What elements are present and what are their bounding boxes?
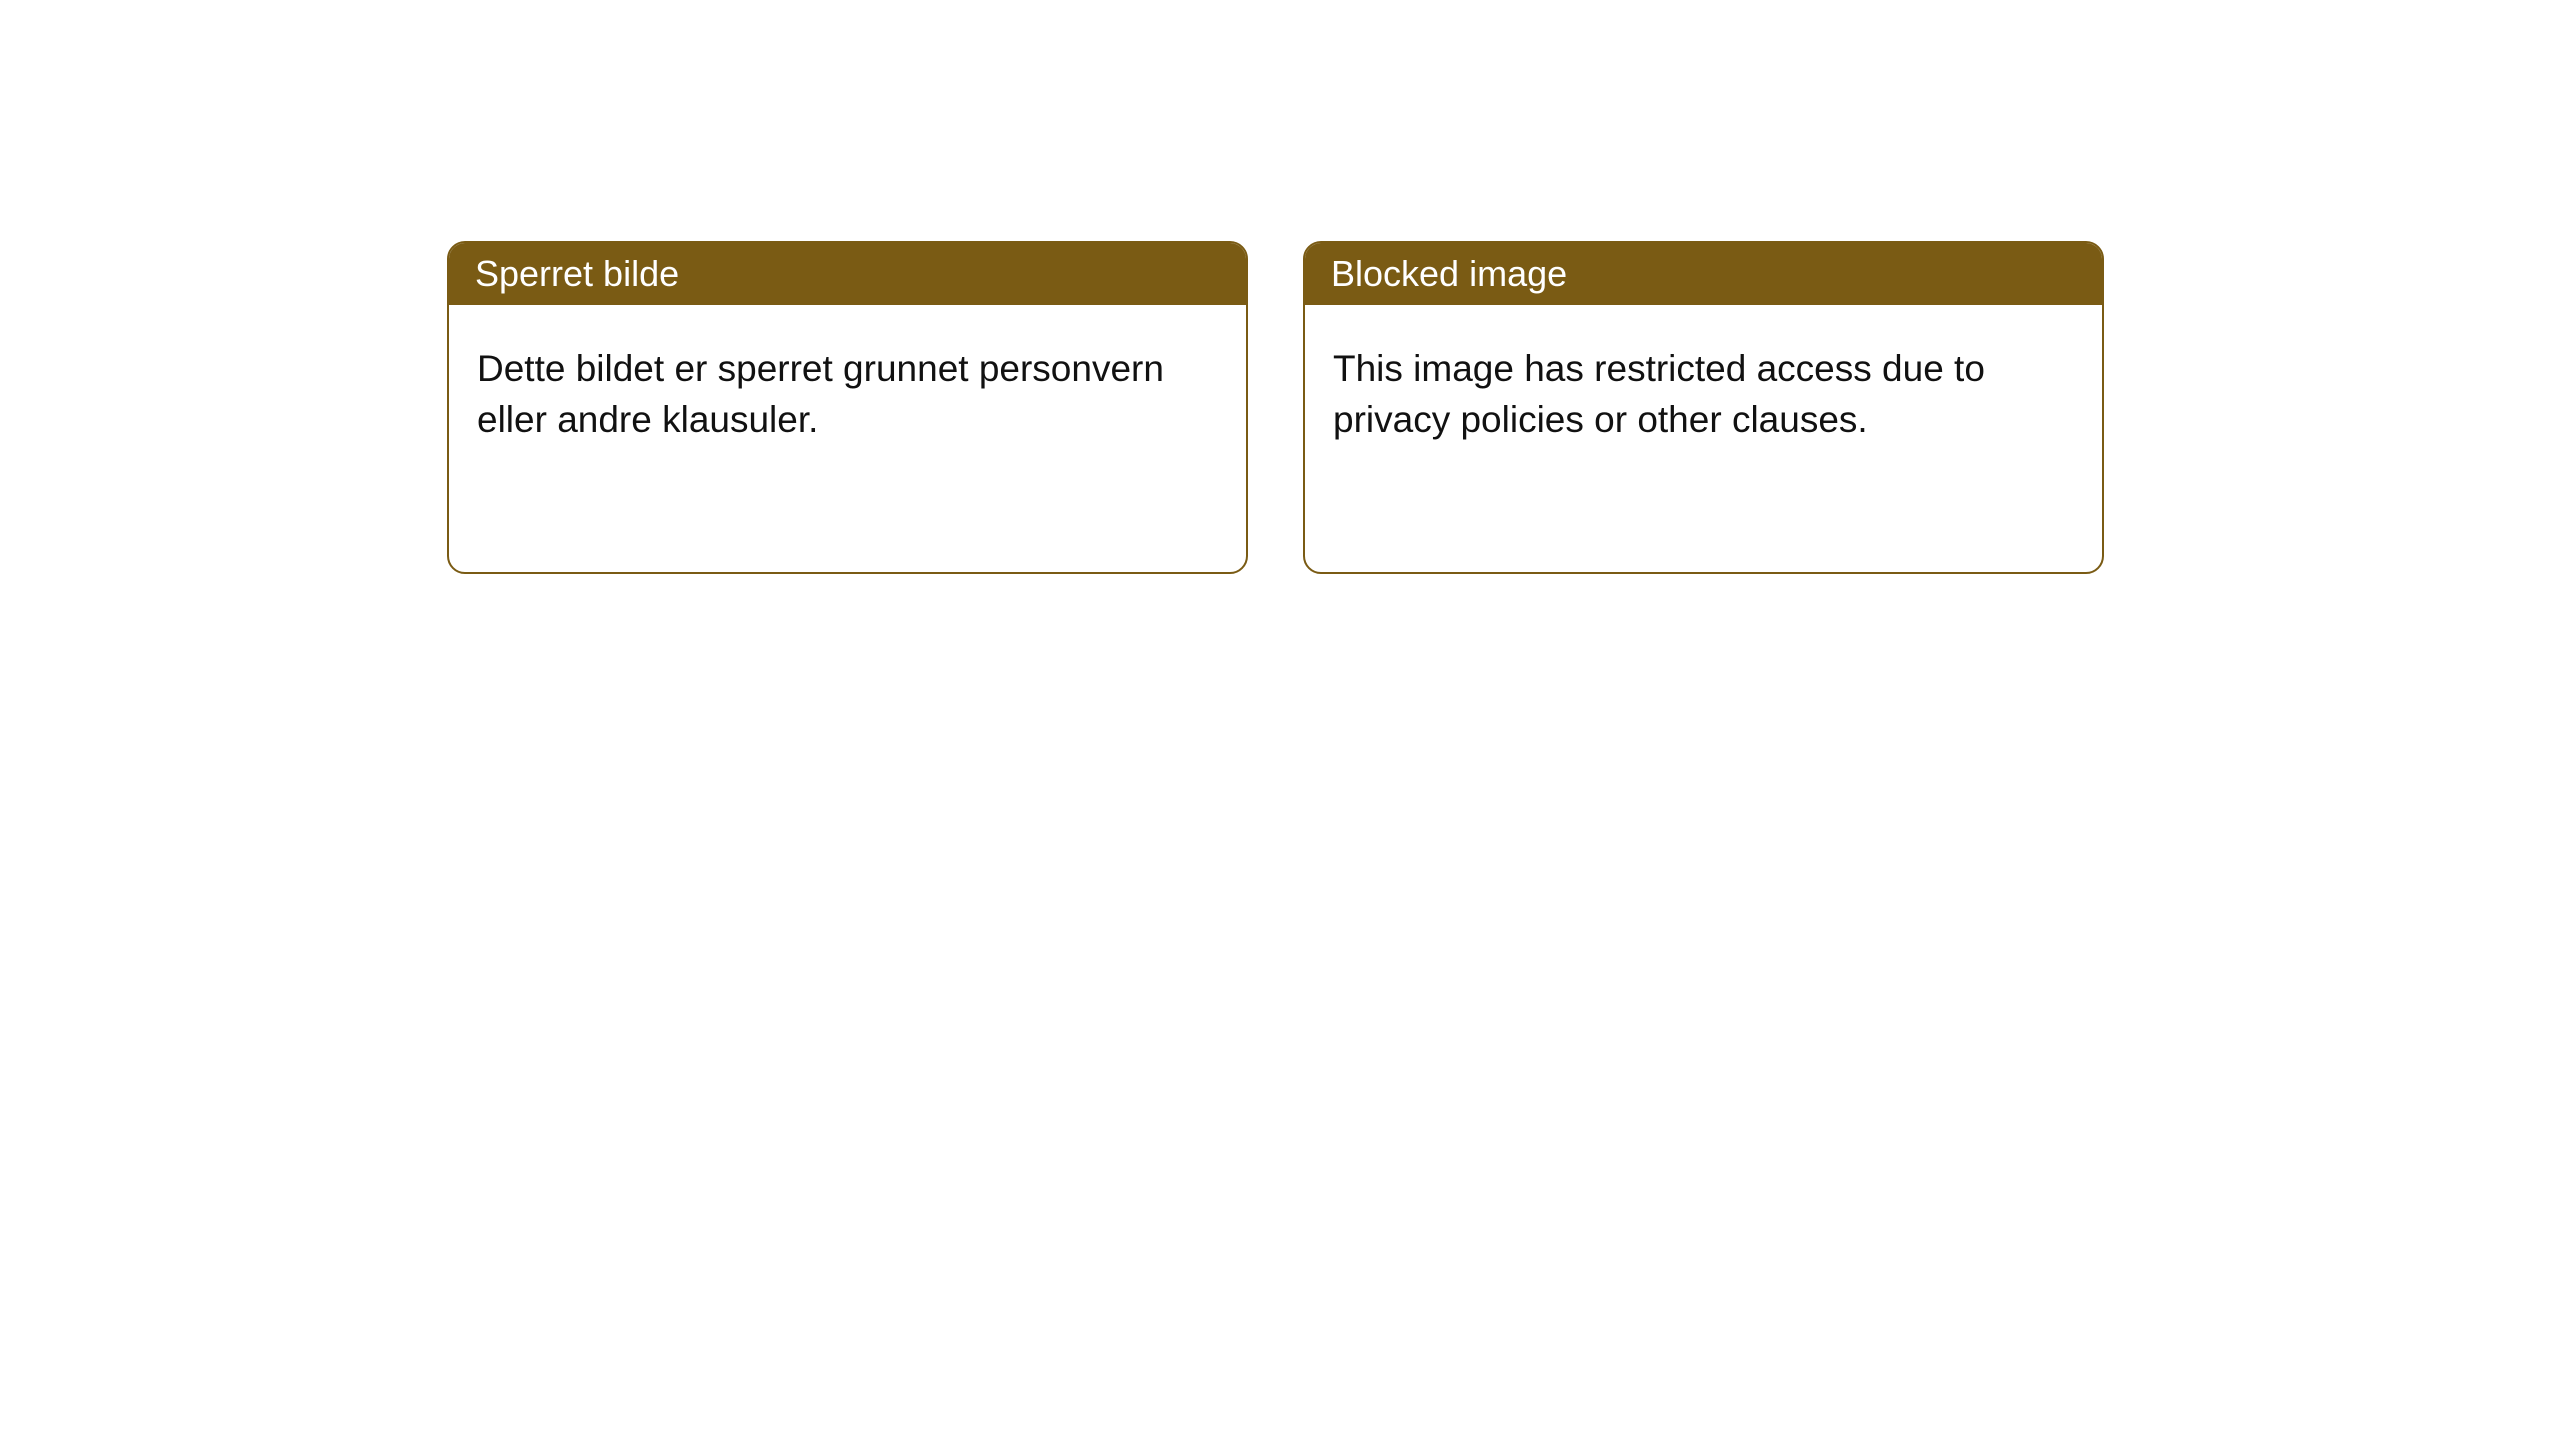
- notice-box-english: Blocked image This image has restricted …: [1303, 241, 2104, 574]
- notices-container: Sperret bilde Dette bildet er sperret gr…: [0, 0, 2560, 574]
- notice-header: Blocked image: [1305, 243, 2102, 305]
- notice-body: This image has restricted access due to …: [1305, 305, 2102, 483]
- notice-body: Dette bildet er sperret grunnet personve…: [449, 305, 1246, 483]
- notice-header: Sperret bilde: [449, 243, 1246, 305]
- notice-box-norwegian: Sperret bilde Dette bildet er sperret gr…: [447, 241, 1248, 574]
